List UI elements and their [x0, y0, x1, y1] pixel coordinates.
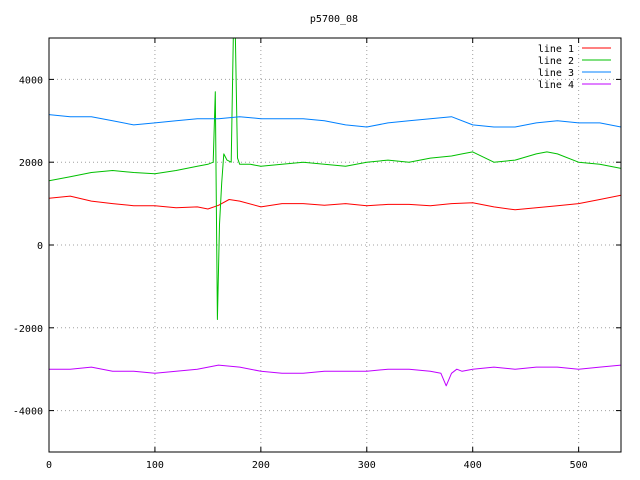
legend-label: line 2: [538, 56, 574, 67]
x-tick-label: 300: [358, 460, 376, 471]
y-tick-label: 2000: [19, 158, 43, 169]
y-tick-label: 4000: [19, 75, 43, 86]
x-tick-label: 0: [46, 460, 52, 471]
x-tick-label: 200: [252, 460, 270, 471]
series-line-2: [49, 38, 621, 320]
y-tick-label: -4000: [13, 407, 43, 418]
series-line-1: [49, 194, 621, 211]
series-lines: [49, 38, 621, 387]
series-line-3: [49, 114, 621, 128]
legend-label: line 3: [538, 68, 574, 79]
x-tick-label: 500: [570, 460, 588, 471]
y-tick-label: 0: [37, 241, 43, 252]
chart-title: p5700_08: [310, 14, 358, 25]
ticks: 0 100 200 300 400 500 -4000 -2000 0 2000 4000: [13, 38, 621, 471]
x-tick-label: 400: [464, 460, 482, 471]
legend-label: line 4: [538, 80, 574, 91]
series-line-4: [49, 364, 621, 387]
plot-frame: [48, 37, 622, 453]
y-tick-label: -2000: [13, 324, 43, 335]
x-tick-label: 100: [146, 460, 164, 471]
legend-label: line 1: [538, 44, 574, 55]
grid: [49, 38, 621, 452]
